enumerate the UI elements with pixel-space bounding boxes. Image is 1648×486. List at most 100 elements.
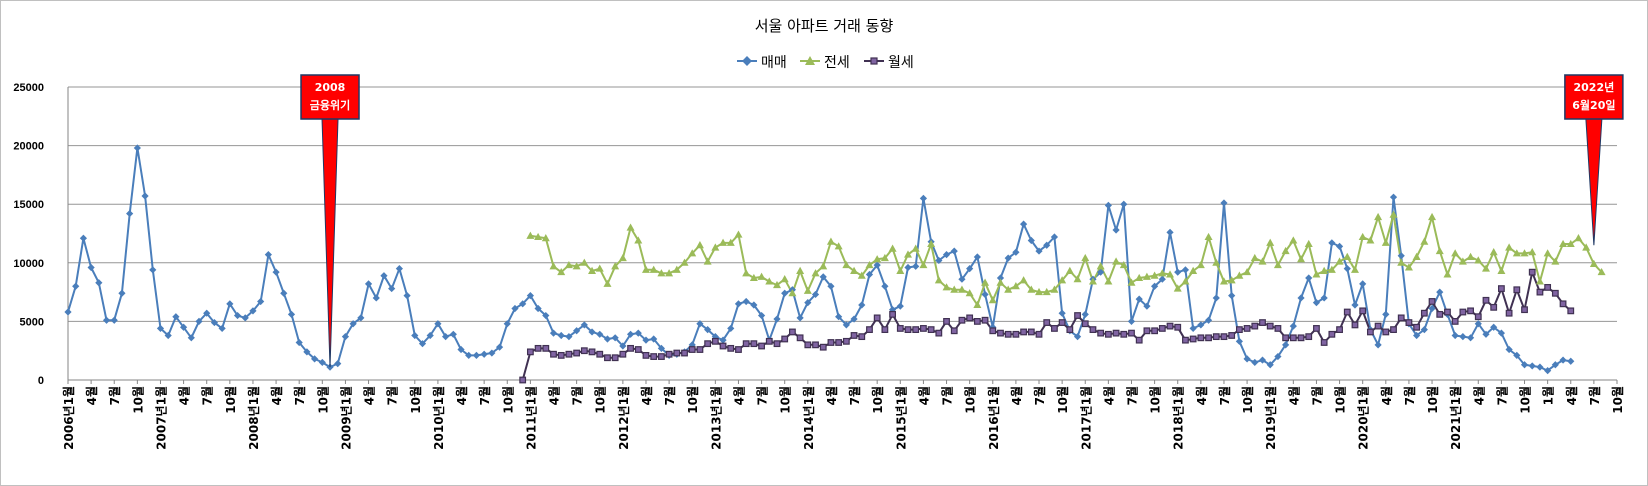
point-매매 — [1127, 317, 1136, 325]
axes — [67, 87, 1617, 381]
point-월세 — [997, 329, 1004, 337]
point-매매 — [1536, 363, 1544, 371]
point-매매 — [95, 279, 103, 287]
point-매매 — [619, 342, 627, 350]
point-매매 — [565, 333, 573, 341]
point-매매 — [1097, 268, 1105, 276]
point-매매 — [626, 330, 635, 338]
point-월세 — [1158, 325, 1166, 332]
point-전세 — [1374, 212, 1383, 221]
point-월세 — [1243, 325, 1251, 332]
point-매매 — [102, 316, 111, 324]
point-매매 — [495, 343, 504, 351]
point-전세 — [1096, 262, 1105, 270]
point-월세 — [1058, 319, 1066, 326]
point-전세 — [557, 267, 566, 276]
point-전세 — [957, 285, 966, 293]
annotation-text: 금융위기 — [310, 98, 350, 112]
point-전세 — [588, 266, 597, 275]
x-tick-label: 2014년1월 — [801, 386, 816, 450]
point-매매 — [557, 331, 565, 340]
x-tick-label: 4월 — [269, 386, 284, 405]
point-매매 — [1420, 326, 1428, 334]
x-tick-label: 2015년1월 — [893, 386, 908, 450]
point-매매 — [1251, 358, 1259, 367]
point-전세 — [1058, 276, 1067, 284]
point-월세 — [1128, 329, 1135, 337]
x-tick-label: 7월 — [755, 386, 770, 405]
point-매매 — [79, 234, 88, 242]
point-전세 — [595, 264, 604, 272]
point-전세 — [1512, 249, 1521, 257]
point-월세 — [1459, 308, 1467, 316]
point-전세 — [842, 260, 851, 269]
x-tick-label: 7월 — [847, 386, 862, 405]
point-매매 — [842, 321, 850, 329]
point-매매 — [1382, 310, 1390, 318]
point-전세 — [541, 233, 550, 242]
x-tick-label: 4월 — [731, 386, 746, 405]
point-전세 — [1204, 232, 1213, 241]
x-tick-label: 4월 — [84, 386, 99, 405]
x-tick-label: 7월 — [940, 386, 955, 405]
point-월세 — [1089, 326, 1097, 334]
point-전세 — [626, 223, 635, 231]
point-매매 — [264, 250, 272, 259]
point-월세 — [1359, 307, 1367, 315]
point-매매 — [1166, 228, 1174, 236]
point-전세 — [888, 244, 897, 252]
y-tick-label: 15000 — [13, 199, 44, 211]
point-매매 — [1274, 352, 1282, 361]
point-매매 — [958, 275, 966, 283]
point-월세 — [1536, 288, 1544, 296]
point-전세 — [1112, 257, 1121, 265]
x-tick-label: 2009년1월 — [338, 386, 353, 450]
point-전세 — [1551, 257, 1560, 265]
x-tick-label: 10월 — [1148, 386, 1163, 414]
x-tick-label: 2010년1월 — [431, 386, 446, 450]
point-매매 — [388, 284, 396, 293]
point-매매 — [1343, 265, 1351, 273]
point-매매 — [480, 350, 488, 358]
point-월세 — [1027, 328, 1035, 336]
point-월세 — [1289, 334, 1297, 342]
point-월세 — [758, 342, 765, 350]
point-전세 — [1528, 248, 1537, 256]
point-매매 — [719, 336, 727, 344]
point-전세 — [1035, 287, 1044, 296]
point-전세 — [726, 238, 735, 246]
point-전세 — [965, 289, 974, 297]
point-월세 — [1051, 325, 1058, 332]
point-월세 — [1235, 326, 1243, 334]
point-매매 — [303, 348, 311, 356]
point-월세 — [1151, 327, 1159, 335]
point-매매 — [1289, 322, 1297, 330]
point-전세 — [703, 257, 712, 265]
point-전세 — [880, 253, 889, 262]
point-전세 — [1320, 266, 1329, 275]
point-매매 — [1497, 329, 1506, 337]
point-월세 — [1428, 298, 1436, 305]
point-매매 — [357, 314, 365, 322]
x-tick-label: 10월 — [500, 386, 515, 414]
point-매매 — [218, 324, 226, 333]
point-전세 — [973, 300, 982, 308]
point-전세 — [1166, 270, 1175, 278]
x-tick-label: 7월 — [570, 386, 585, 405]
point-월세 — [1074, 312, 1081, 319]
point-월세 — [1544, 284, 1552, 291]
point-전세 — [1196, 260, 1205, 269]
point-전세 — [1281, 246, 1290, 255]
point-매매 — [311, 355, 319, 363]
point-월세 — [650, 353, 658, 360]
legend: 매매 전세 월세 — [737, 55, 914, 71]
point-월세 — [519, 376, 527, 384]
point-월세 — [927, 326, 935, 334]
point-매매 — [835, 313, 843, 321]
point-전세 — [1065, 266, 1074, 275]
point-월세 — [688, 346, 696, 353]
point-월세 — [1420, 309, 1428, 317]
point-전세 — [1119, 260, 1128, 269]
point-전세 — [1404, 263, 1413, 271]
point-월세 — [696, 346, 704, 353]
